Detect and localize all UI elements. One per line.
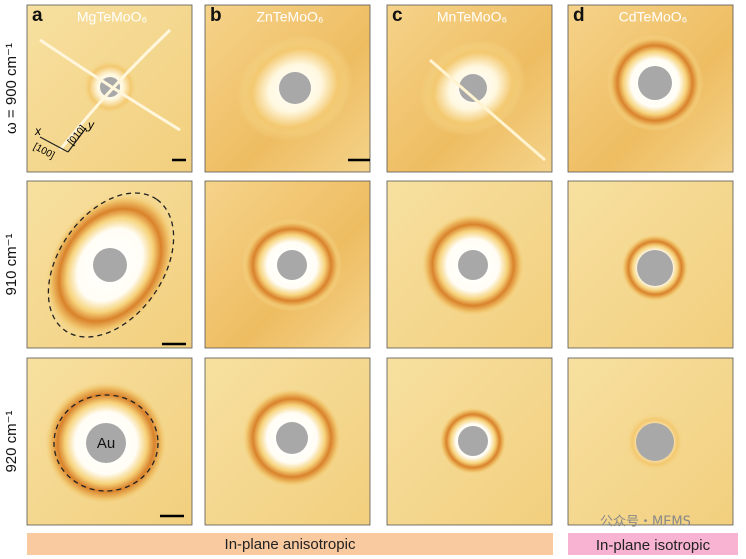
axis-label: y xyxy=(87,118,95,132)
panel-letter: b xyxy=(210,5,222,26)
panel-letter: a xyxy=(32,5,43,26)
panel-title: ZnTeMoO₆ xyxy=(256,9,323,25)
gold-disk xyxy=(459,74,487,102)
axis-arrows xyxy=(39,127,87,153)
gold-disk xyxy=(636,423,674,461)
row-label: ω = 900 cm⁻¹ xyxy=(3,43,20,134)
fringe xyxy=(39,28,181,151)
dashed-contour xyxy=(53,394,159,492)
row-label: 910 cm⁻¹ xyxy=(3,233,20,295)
gold-disk xyxy=(279,72,311,104)
gold-disk xyxy=(638,66,672,100)
gold-disk xyxy=(458,426,488,456)
gold-disk xyxy=(458,250,488,280)
gold-disk xyxy=(277,250,307,280)
panel-letter: c xyxy=(392,5,403,26)
anisotropic-band xyxy=(27,533,553,555)
axis-label: x xyxy=(34,124,42,138)
au-label: Au xyxy=(97,435,115,452)
gold-disk xyxy=(276,422,308,454)
watermark: 公众号・MEMS xyxy=(600,515,691,530)
streak xyxy=(429,58,546,162)
panel-title: MgTeMoO₆ xyxy=(77,9,147,25)
gold-disk xyxy=(637,250,673,286)
panels: x[100]y[010]Aua MgTeMoO₆ b ZnTeMoO₆ c MnTeMoO… xyxy=(3,4,734,526)
panel-letter: d xyxy=(573,5,585,26)
panel-title: CdTeMoO₆ xyxy=(619,9,688,25)
dashed-contour xyxy=(47,192,175,338)
footer-label: In-plane anisotropic xyxy=(225,536,356,553)
isotropic-band xyxy=(568,533,738,555)
gold-disk xyxy=(93,248,127,282)
row-label: 920 cm⁻¹ xyxy=(3,410,20,472)
panel-title: MnTeMoO₆ xyxy=(437,9,507,25)
gold-disk xyxy=(86,423,126,463)
footer-label: In-plane isotropic xyxy=(596,537,711,554)
